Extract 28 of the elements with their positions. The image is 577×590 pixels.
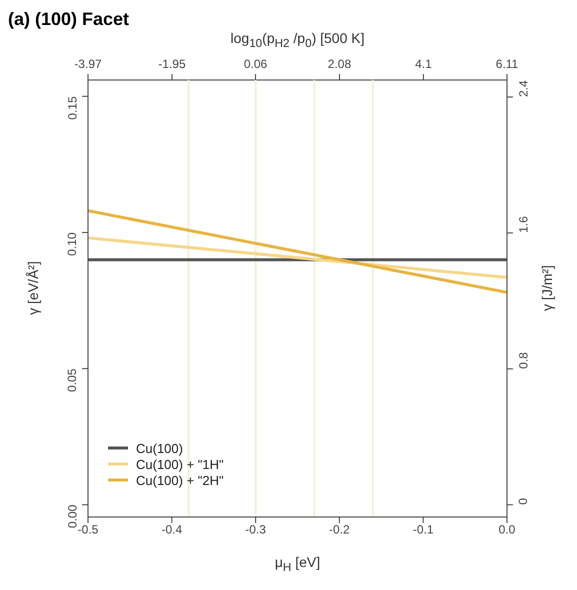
x-tick-label: -0.4 <box>161 522 182 537</box>
x-tick-label: 0.0 <box>498 522 516 537</box>
legend-label: Cu(100) <box>136 440 183 456</box>
x2-tick-label: 2.08 <box>328 57 352 71</box>
x2-tick-label: -1.95 <box>158 57 186 71</box>
y-tick-label: 0.10 <box>65 232 80 256</box>
x-tick-label: -0.3 <box>245 522 266 537</box>
y-tick-label: 0.00 <box>65 504 80 528</box>
y2-tick-label: 0.8 <box>516 352 530 369</box>
y2-axis-title: γ [J/m²] <box>539 264 555 313</box>
y-axis-title: γ [eV/Å²] <box>25 260 41 317</box>
x2-tick-label: 6.11 <box>496 57 519 71</box>
x-tick-label: -0.5 <box>78 522 99 537</box>
x2-axis-title: log$_{10}$(p$_{H2}$ /p$_{0}$) [500 K] <box>230 30 366 50</box>
x2-tick-label: -3.97 <box>74 57 102 71</box>
x-axis-title: μ$_{H}$ [eV] <box>274 554 322 574</box>
x2-tick-label: 4.1 <box>415 57 432 71</box>
y2-tick-label: 0 <box>516 498 530 505</box>
y-tick-label: 0.15 <box>65 96 80 120</box>
chart-title: (a) (100) Facet <box>8 8 130 30</box>
legend-label: Cu(100) + "2H" <box>136 472 224 488</box>
y-tick-label: 0.05 <box>65 368 80 392</box>
x-tick-label: -0.2 <box>329 522 350 537</box>
x-tick-label: -0.1 <box>412 522 434 537</box>
legend-label: Cu(100) + "1H" <box>136 456 224 472</box>
y2-tick-label: 1.6 <box>516 216 530 233</box>
y2-tick-label: 2.4 <box>516 80 530 97</box>
x2-tick-label: 0.06 <box>244 57 268 71</box>
